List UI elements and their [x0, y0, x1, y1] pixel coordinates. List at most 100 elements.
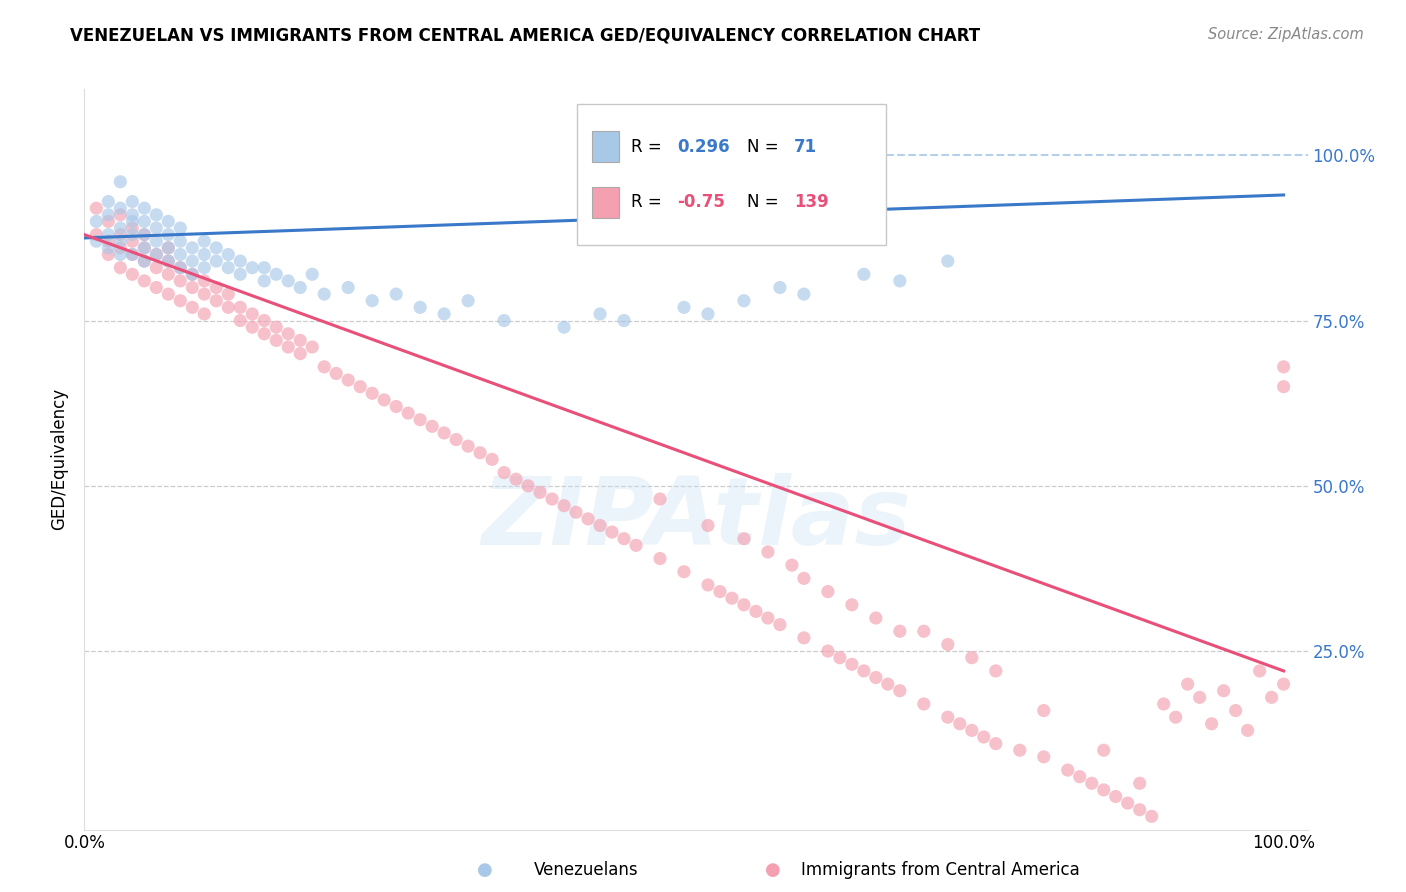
Point — [157, 241, 180, 255]
Point — [1092, 783, 1115, 797]
Point — [134, 254, 156, 268]
Point — [121, 194, 143, 209]
Point — [494, 466, 516, 480]
Point — [314, 359, 336, 374]
Point — [889, 683, 911, 698]
Point — [193, 307, 215, 321]
Point — [613, 532, 636, 546]
Point — [264, 334, 287, 348]
Text: 139: 139 — [794, 193, 828, 211]
Point — [828, 650, 851, 665]
Point — [697, 307, 720, 321]
Point — [290, 280, 312, 294]
Point — [134, 227, 156, 242]
Point — [1008, 743, 1031, 757]
Point — [217, 260, 239, 275]
Point — [314, 287, 336, 301]
Point — [769, 617, 792, 632]
Point — [841, 657, 863, 672]
Point — [205, 241, 228, 255]
Text: N =: N = — [748, 193, 785, 211]
Point — [433, 425, 456, 440]
Point — [240, 320, 263, 334]
Point — [1272, 379, 1295, 393]
Point — [721, 591, 744, 606]
Point — [349, 379, 371, 393]
Point — [373, 392, 395, 407]
Point — [145, 280, 167, 294]
Point — [756, 545, 779, 559]
Point — [253, 313, 276, 327]
Point — [240, 307, 263, 321]
Point — [134, 227, 156, 242]
Point — [1140, 809, 1163, 823]
Text: ●: ● — [765, 861, 782, 879]
Point — [169, 260, 191, 275]
Text: VENEZUELAN VS IMMIGRANTS FROM CENTRAL AMERICA GED/EQUIVALENCY CORRELATION CHART: VENEZUELAN VS IMMIGRANTS FROM CENTRAL AM… — [70, 27, 980, 45]
Point — [121, 227, 143, 242]
Point — [301, 340, 323, 354]
Point — [134, 214, 156, 228]
Point — [86, 227, 108, 242]
Point — [157, 254, 180, 268]
Point — [157, 254, 180, 268]
Point — [229, 313, 252, 327]
Point — [756, 611, 779, 625]
Point — [86, 214, 108, 228]
Point — [1236, 723, 1258, 738]
Text: ●: ● — [477, 861, 494, 879]
Point — [217, 301, 239, 315]
Point — [110, 221, 132, 235]
Point — [121, 268, 143, 282]
Point — [145, 234, 167, 248]
Point — [110, 241, 132, 255]
Point — [780, 558, 803, 573]
Point — [1188, 690, 1211, 705]
Point — [86, 201, 108, 215]
Point — [733, 598, 755, 612]
Point — [600, 525, 623, 540]
Point — [553, 499, 575, 513]
Point — [444, 433, 467, 447]
Point — [361, 293, 384, 308]
Point — [145, 260, 167, 275]
Point — [385, 400, 408, 414]
Text: 71: 71 — [794, 137, 817, 155]
Point — [181, 301, 204, 315]
Point — [745, 604, 768, 618]
Point — [1272, 359, 1295, 374]
Point — [277, 274, 299, 288]
Point — [134, 274, 156, 288]
Point — [624, 538, 647, 552]
Point — [517, 479, 540, 493]
Point — [505, 472, 527, 486]
Point — [912, 624, 935, 639]
Bar — [592, 131, 619, 162]
Point — [672, 565, 695, 579]
Point — [193, 287, 215, 301]
Point — [457, 293, 479, 308]
Point — [889, 624, 911, 639]
Point — [145, 247, 167, 261]
Point — [169, 247, 191, 261]
Point — [1249, 664, 1271, 678]
Point — [193, 247, 215, 261]
Point — [169, 234, 191, 248]
Point — [121, 208, 143, 222]
Point — [145, 247, 167, 261]
Point — [97, 227, 120, 242]
Point — [1092, 743, 1115, 757]
Point — [817, 584, 839, 599]
Point — [217, 287, 239, 301]
Point — [253, 260, 276, 275]
Text: 0.296: 0.296 — [678, 137, 730, 155]
Point — [205, 293, 228, 308]
Point — [1032, 704, 1054, 718]
Point — [240, 260, 263, 275]
Point — [1069, 770, 1091, 784]
Point — [1272, 677, 1295, 691]
Point — [1105, 789, 1128, 804]
Point — [409, 301, 432, 315]
Point — [121, 247, 143, 261]
Point — [110, 227, 132, 242]
